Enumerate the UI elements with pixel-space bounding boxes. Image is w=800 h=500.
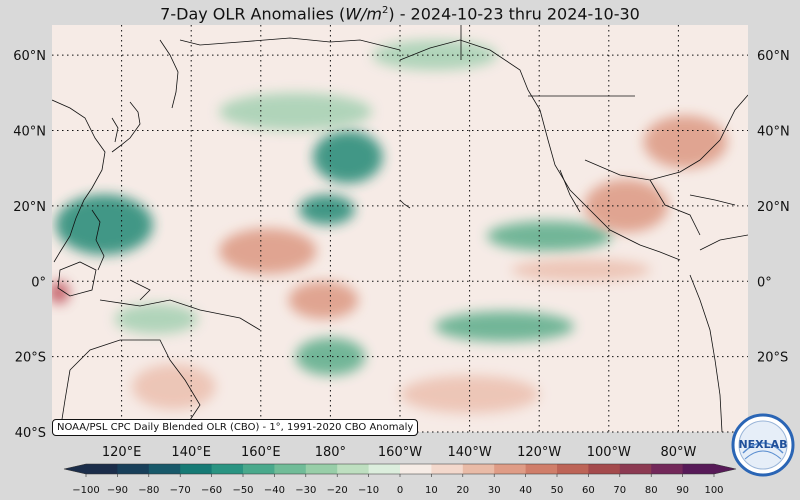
anomaly-region-positive <box>219 228 317 274</box>
lon-label: 140°E <box>171 445 211 460</box>
lon-label: 160°E <box>241 445 281 460</box>
colorbar-tick-label: −90 <box>107 485 128 496</box>
latitude-labels-left: 60°N 40°N 20°N 0° 20°S 40°S <box>13 49 46 441</box>
colorbar-max-extension <box>714 464 736 474</box>
anomaly-region-positive <box>288 281 359 319</box>
colorbar-segment <box>651 464 684 474</box>
anomaly-region-negative <box>434 311 574 342</box>
nexlab-logo: NEXLAB <box>731 413 795 477</box>
longitude-labels: 120°E 140°E 160°E 180° 160°W 140°W 120°W 100°W 8… <box>102 445 697 460</box>
lat-label: 0° <box>31 275 46 290</box>
colorbar-tick-label: 90 <box>676 485 689 496</box>
lat-label: 20°S <box>757 351 788 366</box>
lat-label: 20°S <box>15 351 46 366</box>
colorbar-tick-label: −40 <box>264 485 285 496</box>
colorbar-segment <box>86 464 118 474</box>
anomaly-region-positive <box>52 281 70 304</box>
colorbar-segment <box>211 464 244 474</box>
anomaly-region-negative <box>55 194 153 255</box>
colorbar-segment <box>368 464 401 474</box>
lon-label: 80°W <box>660 445 696 460</box>
anomaly-region-negative <box>299 194 355 225</box>
colorbar-tick-label: −100 <box>72 485 99 496</box>
anomaly-region-positive <box>132 364 216 410</box>
lat-label: 40°N <box>13 125 46 140</box>
colorbar-tick-label: −60 <box>201 485 222 496</box>
colorbar-tick-label: −50 <box>232 485 253 496</box>
colorbar-segment <box>431 464 464 474</box>
colorbar-segment <box>682 464 715 474</box>
anomaly-region-negative <box>487 220 613 252</box>
colorbar-segment <box>557 464 589 474</box>
svg-text:NEXLAB: NEXLAB <box>738 438 787 451</box>
colorbar-tick-label: 100 <box>704 485 723 496</box>
lat-label: 20°N <box>757 200 790 215</box>
lon-label: 120°W <box>517 445 561 460</box>
anomaly-region-negative <box>295 337 366 376</box>
colorbar-segment <box>494 464 527 474</box>
colorbar-tick-label: 40 <box>519 485 532 496</box>
colorbar-segment <box>400 464 432 474</box>
colorbar-tick-label: 60 <box>582 485 595 496</box>
anomaly-region-positive <box>584 179 668 233</box>
colorbar-segment <box>305 464 338 474</box>
colorbar-segment <box>462 464 495 474</box>
anomaly-region-positive <box>643 115 728 169</box>
colorbar-tick-label: −20 <box>327 485 348 496</box>
colorbar-tick-label: 10 <box>425 485 438 496</box>
colorbar-tick-label: 0 <box>397 485 403 496</box>
colorbar-tick-label: 20 <box>456 485 469 496</box>
lat-label: 40°S <box>15 426 46 441</box>
colorbar-tick-label: 50 <box>551 485 564 496</box>
colorbar-tick-label: 80 <box>645 485 658 496</box>
data-credit-label: NOAA/PSL CPC Daily Blended OLR (CBO) - 1… <box>52 419 419 436</box>
anomaly-region-negative <box>114 303 199 335</box>
lat-label: 20°N <box>13 200 46 215</box>
lon-label: 180° <box>315 445 346 460</box>
lat-label: 40°N <box>757 125 790 140</box>
colorbar-tick-label: −70 <box>170 485 191 496</box>
colorbar-segment <box>117 464 150 474</box>
anomaly-region-positive <box>400 375 540 414</box>
lon-label: 120°E <box>102 445 142 460</box>
anomaly-region-negative <box>219 92 373 131</box>
colorbar-segment <box>148 464 181 474</box>
colorbar <box>63 463 737 475</box>
colorbar-segment <box>243 464 275 474</box>
anomaly-region-positive <box>511 258 651 282</box>
colorbar-min-extension <box>64 464 86 474</box>
anomaly-region-negative <box>372 40 498 71</box>
colorbar-tick-label: −10 <box>358 485 379 496</box>
colorbar-segment <box>337 464 370 474</box>
lat-label: 0° <box>757 275 772 290</box>
lon-label: 140°W <box>448 445 492 460</box>
anomaly-region-negative <box>313 130 383 184</box>
latitude-labels-right: 60°N40°N20°N0°20°S40°S <box>757 49 790 441</box>
lon-label: 160°W <box>378 445 422 460</box>
colorbar-tick-label: −80 <box>138 485 159 496</box>
colorbar-segment <box>180 464 213 474</box>
lat-label: 60°N <box>13 49 46 64</box>
colorbar-tick-labels: −100 −90 −80 −70 −60 −50 −40 −30 −20 −10 0 10 20 30 40… <box>72 474 724 496</box>
lat-label: 60°N <box>757 49 790 64</box>
colorbar-tick-label: −30 <box>295 485 316 496</box>
colorbar-segment <box>274 464 307 474</box>
colorbar-tick-label: 70 <box>613 485 626 496</box>
colorbar-segment <box>525 464 558 474</box>
colorbar-tick-label: 30 <box>488 485 501 496</box>
lon-label: 100°W <box>587 445 631 460</box>
colorbar-segment <box>588 464 621 474</box>
map-title: 7-Day OLR Anomalies (W/m2) - 2024-10-23 … <box>160 4 640 24</box>
colorbar-segment <box>619 464 652 474</box>
